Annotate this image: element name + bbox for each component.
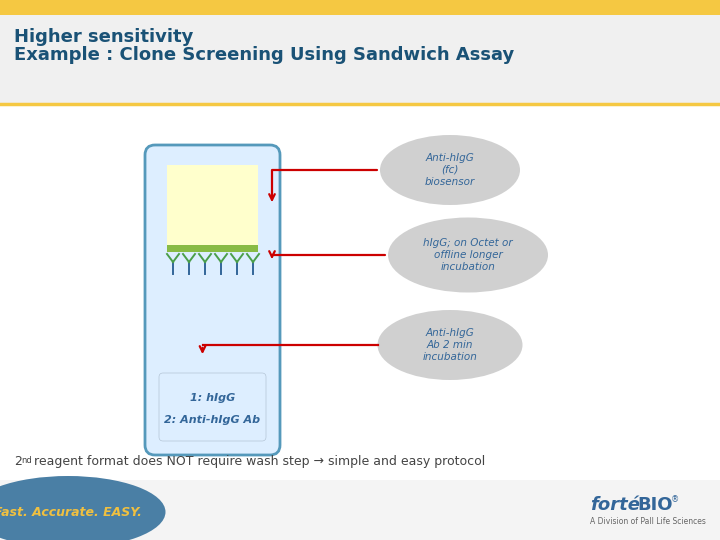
Text: forté: forté	[590, 496, 640, 514]
Text: A Division of Pall Life Sciences: A Division of Pall Life Sciences	[590, 517, 706, 526]
Text: 2: Anti-hIgG Ab: 2: Anti-hIgG Ab	[164, 415, 261, 425]
Ellipse shape	[388, 218, 548, 293]
Text: Fast. Accurate. EASY.: Fast. Accurate. EASY.	[0, 505, 142, 518]
Bar	[167, 245, 258, 252]
FancyBboxPatch shape	[145, 145, 280, 455]
Text: Anti-hIgG
(fc)
biosensor: Anti-hIgG (fc) biosensor	[425, 153, 475, 187]
Bar	[0, 482, 720, 540]
Text: Higher sensitivity: Higher sensitivity	[14, 28, 194, 46]
Text: 2: 2	[14, 455, 22, 468]
FancyBboxPatch shape	[167, 165, 258, 245]
Bar	[0, 15, 720, 105]
Bar	[0, 0, 720, 15]
Ellipse shape	[377, 310, 523, 380]
Text: Anti-hIgG
Ab 2 min
incubation: Anti-hIgG Ab 2 min incubation	[423, 328, 477, 362]
Text: reagent format does NOT require wash step → simple and easy protocol: reagent format does NOT require wash ste…	[30, 455, 485, 468]
FancyBboxPatch shape	[159, 373, 266, 441]
Ellipse shape	[380, 135, 520, 205]
Text: hIgG; on Octet or
offline longer
incubation: hIgG; on Octet or offline longer incubat…	[423, 238, 513, 272]
Text: BIO: BIO	[637, 496, 672, 514]
Text: nd: nd	[21, 456, 32, 465]
Text: ®: ®	[671, 496, 679, 504]
Text: Example : Clone Screening Using Sandwich Assay: Example : Clone Screening Using Sandwich…	[14, 46, 514, 64]
Ellipse shape	[0, 476, 166, 540]
Text: 1: hIgG: 1: hIgG	[190, 393, 235, 403]
Bar	[0, 105, 720, 480]
